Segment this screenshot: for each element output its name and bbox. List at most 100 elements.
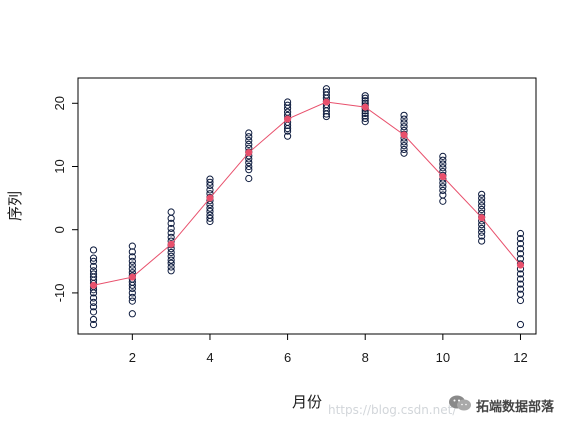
x-axis: 2 4 6 8 10 12 <box>129 333 528 365</box>
data-point <box>167 263 175 271</box>
mean-line <box>93 101 521 286</box>
mean-point <box>400 131 408 139</box>
data-point <box>206 214 214 222</box>
data-point <box>439 152 447 160</box>
data-point <box>128 281 136 289</box>
data-point <box>516 240 525 248</box>
data-point <box>128 297 136 305</box>
data-point <box>400 142 408 150</box>
data-point <box>245 140 253 148</box>
data-point <box>128 253 136 261</box>
data-point <box>516 234 525 243</box>
x-tick-label: 8 <box>362 350 369 365</box>
data-point <box>478 194 486 202</box>
data-point <box>89 246 98 254</box>
mean-point <box>89 281 98 289</box>
data-point <box>167 233 175 241</box>
data-point <box>478 237 486 245</box>
data-point <box>167 208 175 216</box>
data-point <box>516 296 525 305</box>
data-point <box>478 228 486 236</box>
data-point <box>89 257 98 265</box>
data-point <box>245 174 253 183</box>
y-axis-title: 序列 <box>6 191 24 221</box>
mean-point <box>167 240 175 248</box>
data-point <box>322 112 331 121</box>
data-point <box>516 285 525 293</box>
data-point <box>400 138 408 146</box>
mean-point <box>361 103 369 111</box>
data-point <box>206 186 214 194</box>
x-tick-label: 12 <box>513 350 527 365</box>
data-point <box>89 294 98 302</box>
data-point <box>245 162 253 171</box>
data-point <box>206 207 214 215</box>
mean-point <box>284 115 292 123</box>
x-tick-label: 6 <box>284 350 291 365</box>
data-point <box>89 262 98 270</box>
data-point <box>283 132 292 140</box>
data-point <box>128 310 136 318</box>
mean-point <box>516 261 525 269</box>
mean-point <box>478 214 486 222</box>
data-point <box>439 197 447 205</box>
data-point <box>128 265 136 273</box>
data-point <box>167 267 175 275</box>
x-tick-label: 4 <box>206 350 213 365</box>
mean-point <box>128 273 136 281</box>
data-point <box>167 259 175 267</box>
data-point <box>167 219 175 227</box>
data-point <box>478 232 486 240</box>
data-point <box>400 123 408 131</box>
data-point <box>245 166 253 174</box>
data-point <box>478 190 486 198</box>
data-point <box>439 191 447 199</box>
data-point <box>167 248 175 257</box>
data-point <box>89 289 98 297</box>
data-point <box>89 303 98 311</box>
data-point <box>361 118 369 126</box>
data-point <box>361 114 369 123</box>
data-point <box>206 204 214 212</box>
data-point <box>128 248 136 256</box>
data-point <box>478 224 486 233</box>
data-point <box>167 224 175 233</box>
data-point <box>245 159 253 167</box>
data-point <box>516 270 525 278</box>
data-point <box>128 293 136 301</box>
data-point <box>206 178 214 186</box>
data-point <box>245 133 253 141</box>
data-point <box>128 257 136 265</box>
data-point <box>128 242 136 250</box>
data-point <box>128 261 136 269</box>
data-point <box>283 124 292 133</box>
mean-series <box>89 98 525 289</box>
wechat-icon <box>449 395 471 411</box>
data-point <box>439 164 447 172</box>
data-point <box>478 202 486 210</box>
data-point <box>400 149 408 157</box>
data-point <box>361 92 369 100</box>
data-point <box>516 250 525 258</box>
mean-point <box>206 194 214 202</box>
data-point <box>439 186 447 195</box>
data-point <box>439 183 447 191</box>
data-point <box>439 156 447 164</box>
x-axis-title: 月份 <box>292 393 322 411</box>
data-point <box>245 136 253 145</box>
data-point <box>89 254 98 262</box>
mean-point <box>439 173 447 181</box>
data-point <box>322 107 331 115</box>
data-point <box>516 320 525 329</box>
plot-frame <box>77 77 537 335</box>
data-point <box>89 320 98 329</box>
data-point <box>206 217 214 226</box>
data-point <box>361 94 369 102</box>
y-axis: -10 0 10 20 <box>52 96 79 303</box>
data-point <box>478 205 486 214</box>
data-point <box>400 115 408 123</box>
watermark-url: https://blog.csdn.net/ <box>328 403 457 417</box>
data-point <box>283 101 292 109</box>
y-tick-label: -10 <box>52 284 67 303</box>
data-point <box>128 284 136 293</box>
